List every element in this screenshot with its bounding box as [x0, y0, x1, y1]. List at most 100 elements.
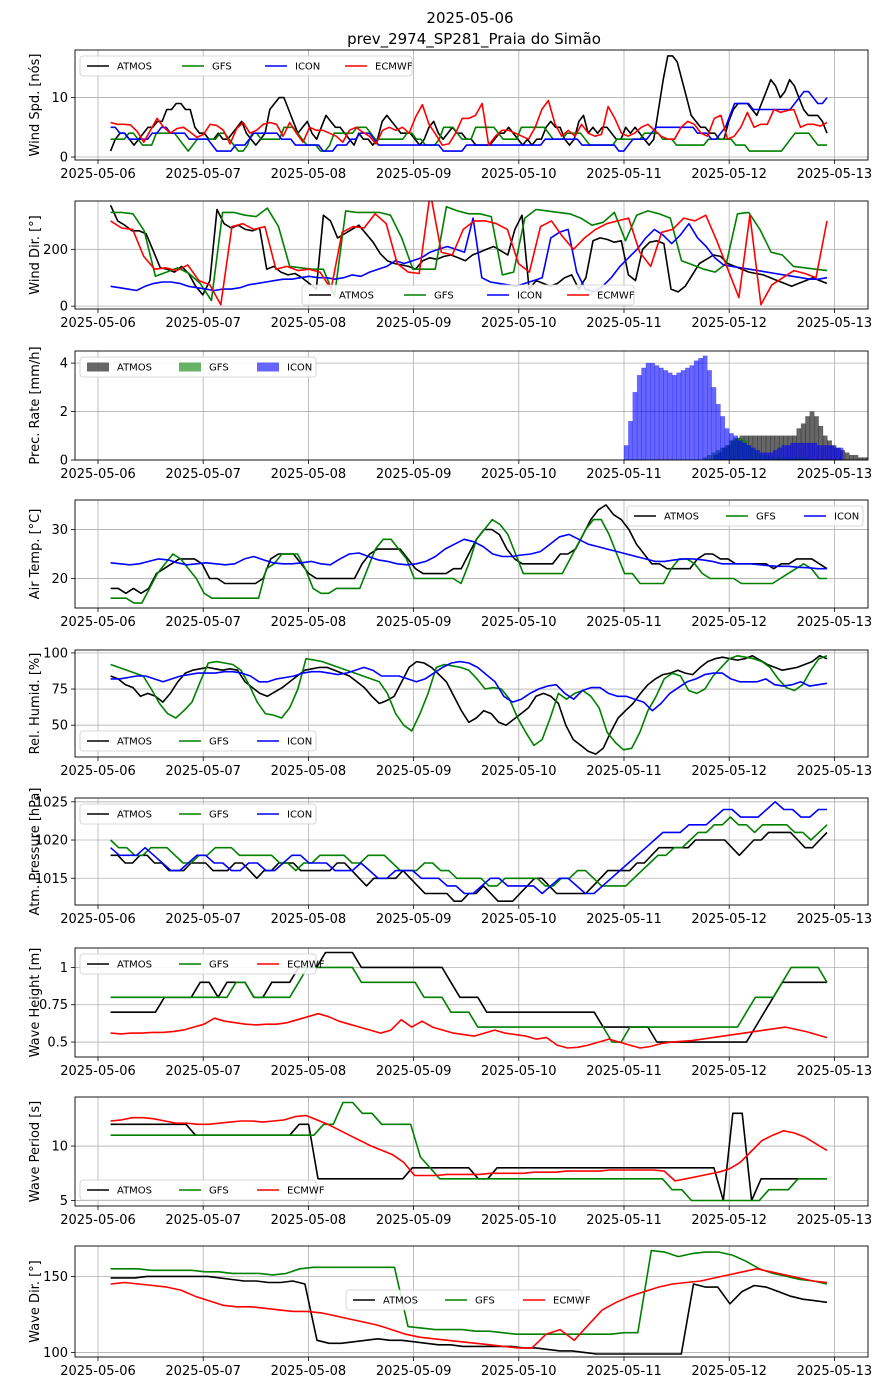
legend-label-atmos: ATMOS	[117, 62, 152, 73]
x-tick-label: 2025-05-10	[481, 316, 557, 331]
bar-atmos	[871, 458, 875, 460]
bar-icon	[667, 372, 673, 460]
bar-icon	[724, 428, 730, 460]
bar-icon	[676, 372, 682, 460]
x-tick-label: 2025-05-09	[376, 316, 452, 331]
panel-5: 2025-05-06 2025-05-07 2025-05-08 2025-05-09…	[28, 646, 872, 779]
plot-area	[109, 201, 828, 306]
x-tick-label: 2025-05-12	[691, 1064, 767, 1079]
x-tick-label: 2025-05-12	[691, 615, 767, 630]
bar-icon	[803, 442, 809, 460]
x-tick-label: 2025-05-06	[60, 1364, 136, 1379]
bar-icon	[658, 367, 664, 460]
bar-icon	[720, 416, 726, 460]
x-tick-label: 2025-05-10	[481, 167, 557, 182]
y-tick-label: 1025	[35, 795, 68, 810]
y-tick-label: 2	[60, 405, 68, 420]
series-line-gfs	[110, 816, 828, 887]
plot-area	[110, 1249, 828, 1355]
axes-frame	[74, 499, 869, 609]
x-tick-label: 2025-05-10	[481, 912, 557, 927]
x-tick-label: 2025-05-09	[376, 167, 452, 182]
x-tick-label: 2025-05-11	[586, 764, 662, 779]
plot-area	[110, 800, 828, 903]
series-line-atmos	[110, 951, 827, 1043]
axes-frame	[74, 200, 869, 310]
series-line-icon	[110, 217, 828, 293]
x-tick-label: 2025-05-13	[797, 912, 873, 927]
y-axis-label: Air Temp. [°C]	[28, 509, 43, 600]
bar-icon	[777, 447, 783, 460]
y-tick-label: 100	[43, 1346, 68, 1361]
legend-label-atmos: ATMOS	[339, 291, 374, 302]
bar-icon	[768, 452, 774, 460]
panel-8: 2025-05-06 2025-05-07 2025-05-08 2025-05-09…	[28, 1096, 872, 1228]
bar-icon	[632, 391, 638, 460]
y-axis-label: Rel. Humid. [%]	[28, 653, 43, 755]
y-tick-label: 10	[51, 91, 68, 106]
x-tick-label: 2025-05-10	[481, 1213, 557, 1228]
bar-icon	[671, 374, 677, 460]
legend-label-icon: ICON	[295, 62, 320, 73]
y-axis-label: Wave Dir. [°]	[28, 1260, 43, 1343]
x-tick-label: 2025-05-13	[797, 615, 873, 630]
axes-frame	[74, 1245, 869, 1358]
x-tick-label: 2025-05-12	[691, 764, 767, 779]
bar-icon	[812, 442, 818, 460]
bar-icon	[623, 445, 629, 460]
bar-icon	[636, 374, 642, 460]
panel-6: 2025-05-06 2025-05-07 2025-05-08 2025-05-09…	[28, 788, 872, 927]
legend-label-gfs: GFS	[756, 512, 776, 523]
x-tick-label: 2025-05-12	[691, 1364, 767, 1379]
axes-frame	[74, 49, 869, 161]
legend-swatch-icon	[257, 362, 279, 372]
series-line-gfs	[110, 654, 828, 751]
legend-swatch-gfs	[179, 362, 201, 372]
x-tick-label: 2025-05-08	[271, 1064, 347, 1079]
x-tick-label: 2025-05-08	[271, 615, 347, 630]
x-tick-label: 2025-05-06	[60, 316, 136, 331]
bar-icon	[746, 445, 752, 460]
y-tick-label: 0	[60, 454, 68, 469]
y-tick-label: 100	[43, 646, 68, 661]
series-line-icon	[110, 90, 828, 152]
bar-icon	[628, 420, 634, 460]
legend-label-gfs: GFS	[209, 737, 229, 748]
y-axis-label: Wind Dir. [°]	[28, 215, 43, 295]
series-line-gfs	[110, 205, 828, 302]
panel-1: 2025-05-06 2025-05-07 2025-05-08 2025-05-09…	[28, 49, 873, 182]
x-tick-label: 2025-05-10	[481, 467, 557, 482]
legend-label-atmos: ATMOS	[117, 810, 152, 821]
y-tick-label: 0	[60, 151, 68, 166]
legend: ATMOS GFS ICON ECMWF	[79, 55, 413, 77]
x-tick-label: 2025-05-09	[376, 615, 452, 630]
bar-icon	[680, 370, 686, 460]
x-tick-label: 2025-05-12	[691, 316, 767, 331]
x-tick-label: 2025-05-07	[165, 1364, 241, 1379]
bar-icon	[829, 445, 835, 460]
series-line-icon	[110, 660, 828, 712]
x-tick-label: 2025-05-08	[271, 316, 347, 331]
legend: ATMOS GFS ICON	[626, 505, 864, 527]
y-tick-label: 150	[43, 1270, 68, 1285]
x-tick-label: 2025-05-13	[797, 764, 873, 779]
legend-label-gfs: GFS	[212, 62, 232, 73]
series-line-ecmwf	[110, 1012, 828, 1049]
y-tick-label: 10	[51, 1140, 68, 1155]
x-tick-label: 2025-05-11	[586, 467, 662, 482]
bar-icon	[728, 433, 734, 460]
bar-icon	[707, 370, 712, 460]
series-line-atmos	[110, 504, 828, 595]
bar-icon	[816, 445, 822, 460]
legend-label-icon: ICON	[287, 363, 312, 374]
x-tick-label: 2025-05-13	[797, 167, 873, 182]
series-line-icon	[110, 800, 827, 895]
axes-frame	[74, 1096, 869, 1207]
x-tick-label: 2025-05-12	[691, 467, 767, 482]
x-tick-label: 2025-05-06	[60, 1213, 136, 1228]
bar-atmos	[880, 458, 884, 460]
x-tick-label: 2025-05-10	[481, 615, 557, 630]
legend-label-atmos: ATMOS	[117, 363, 152, 374]
axes-frame	[74, 797, 869, 906]
